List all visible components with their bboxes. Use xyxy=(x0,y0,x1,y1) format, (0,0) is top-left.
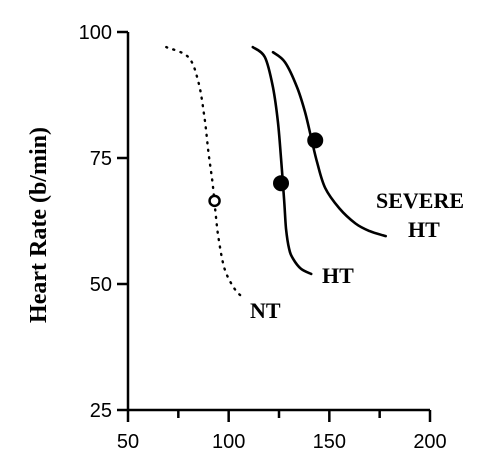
series-label-severe-ht-line-2: HT xyxy=(408,217,440,242)
y-ticks: 25 50 75 100 xyxy=(79,22,128,422)
series-label-ht: HT xyxy=(322,263,354,288)
series-line-severe-ht xyxy=(273,52,386,236)
marker-ht xyxy=(274,176,289,191)
series-line-ht xyxy=(253,47,311,274)
x-tick-label-100: 100 xyxy=(212,431,245,453)
y-tick-label-25: 25 xyxy=(90,400,112,422)
y-tick-label-50: 50 xyxy=(90,274,112,296)
y-tick-label-75: 75 xyxy=(90,148,112,170)
y-axis-title: Heart Rate (b/min) xyxy=(26,127,52,323)
y-tick-label-100: 100 xyxy=(79,22,112,44)
axes xyxy=(128,32,430,410)
marker-severe-ht xyxy=(308,133,323,148)
series-labels: NT HT SEVERE HT xyxy=(250,188,464,323)
x-ticks: 50 100 150 200 xyxy=(117,410,447,453)
x-tick-label-150: 150 xyxy=(313,431,346,453)
series-label-severe-ht-line-1: SEVERE xyxy=(376,188,464,213)
x-tick-label-50: 50 xyxy=(117,431,139,453)
x-tick-label-200: 200 xyxy=(413,431,446,453)
series-group xyxy=(166,47,385,299)
series-label-nt: NT xyxy=(250,298,281,323)
marker-nt xyxy=(210,196,220,206)
series-line-nt xyxy=(166,47,245,299)
